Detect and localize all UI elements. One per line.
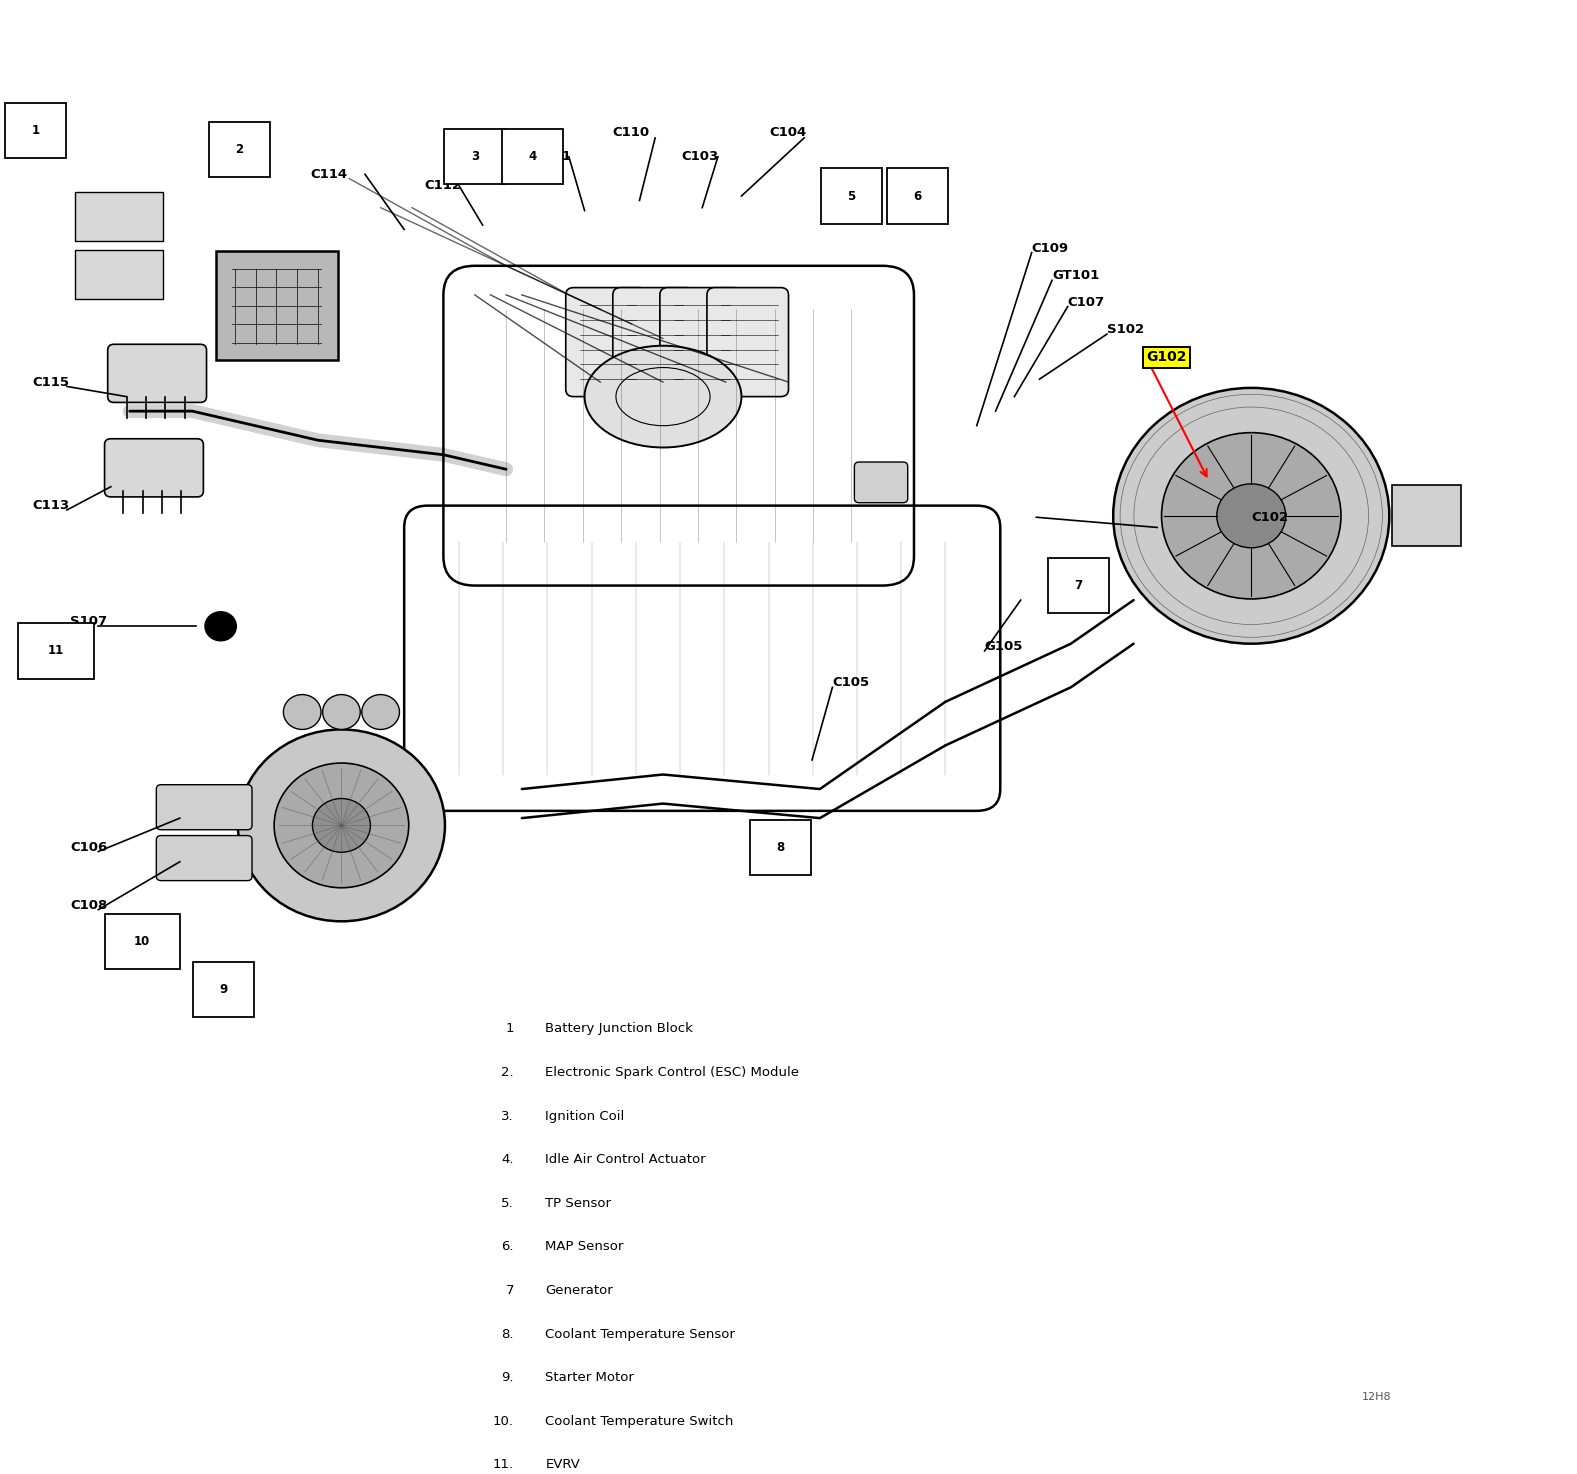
Text: 4.: 4. <box>501 1153 514 1166</box>
Text: C109: C109 <box>1031 242 1069 255</box>
Text: Electronic Spark Control (ESC) Module: Electronic Spark Control (ESC) Module <box>546 1066 800 1079</box>
Text: 7: 7 <box>506 1284 514 1297</box>
FancyBboxPatch shape <box>5 103 66 158</box>
Text: C105: C105 <box>833 677 869 690</box>
Text: 10: 10 <box>134 935 150 948</box>
Text: 2: 2 <box>235 143 243 156</box>
FancyBboxPatch shape <box>1392 485 1462 547</box>
Text: C107: C107 <box>1068 296 1105 308</box>
FancyBboxPatch shape <box>706 287 788 397</box>
Text: 9: 9 <box>219 983 229 996</box>
FancyBboxPatch shape <box>104 914 180 970</box>
FancyBboxPatch shape <box>156 836 252 880</box>
FancyBboxPatch shape <box>855 461 908 503</box>
FancyBboxPatch shape <box>74 249 162 299</box>
FancyBboxPatch shape <box>19 624 93 678</box>
Text: Starter Motor: Starter Motor <box>546 1371 634 1384</box>
FancyBboxPatch shape <box>208 122 270 177</box>
Text: 6.: 6. <box>501 1241 514 1253</box>
Text: EVRV: EVRV <box>546 1458 580 1471</box>
Text: C108: C108 <box>69 899 107 912</box>
FancyBboxPatch shape <box>751 820 811 874</box>
Text: 11: 11 <box>47 644 65 657</box>
Text: 4: 4 <box>528 150 536 164</box>
FancyBboxPatch shape <box>820 168 882 224</box>
FancyBboxPatch shape <box>1049 559 1109 613</box>
Text: C111: C111 <box>535 150 571 164</box>
Text: C102: C102 <box>1251 511 1288 523</box>
Text: 11.: 11. <box>494 1458 514 1471</box>
Text: 12H8: 12H8 <box>1363 1391 1391 1402</box>
Text: 3.: 3. <box>501 1110 514 1123</box>
Text: Idle Air Control Actuator: Idle Air Control Actuator <box>546 1153 706 1166</box>
Text: C115: C115 <box>33 376 69 389</box>
Text: C104: C104 <box>770 125 807 139</box>
Text: 2.: 2. <box>501 1066 514 1079</box>
Text: 10.: 10. <box>494 1415 514 1428</box>
Text: G102: G102 <box>1146 351 1186 364</box>
Circle shape <box>361 694 399 730</box>
FancyBboxPatch shape <box>613 287 694 397</box>
Text: Battery Junction Block: Battery Junction Block <box>546 1023 694 1035</box>
Text: Generator: Generator <box>546 1284 613 1297</box>
FancyBboxPatch shape <box>445 130 505 184</box>
Text: 3: 3 <box>470 150 479 164</box>
Ellipse shape <box>585 346 741 448</box>
Text: C114: C114 <box>311 168 347 181</box>
FancyBboxPatch shape <box>104 439 203 497</box>
Circle shape <box>205 612 237 641</box>
Text: 1: 1 <box>32 124 39 137</box>
Circle shape <box>274 764 408 887</box>
Text: C113: C113 <box>33 500 69 511</box>
Text: 7: 7 <box>1074 579 1083 593</box>
Text: 6: 6 <box>913 190 921 202</box>
Text: S102: S102 <box>1107 323 1143 336</box>
FancyBboxPatch shape <box>216 251 339 360</box>
Text: 9.: 9. <box>501 1371 514 1384</box>
Text: C106: C106 <box>69 840 107 853</box>
Text: Coolant Temperature Switch: Coolant Temperature Switch <box>546 1415 733 1428</box>
Circle shape <box>323 694 360 730</box>
FancyBboxPatch shape <box>107 345 207 402</box>
Text: GT101: GT101 <box>1052 270 1099 283</box>
Text: G105: G105 <box>984 640 1023 653</box>
FancyBboxPatch shape <box>194 963 254 1017</box>
Circle shape <box>1162 433 1340 598</box>
FancyBboxPatch shape <box>886 168 948 224</box>
Circle shape <box>312 799 371 852</box>
Text: Ignition Coil: Ignition Coil <box>546 1110 624 1123</box>
Circle shape <box>1113 388 1389 644</box>
FancyBboxPatch shape <box>566 287 647 397</box>
Text: 5.: 5. <box>501 1197 514 1210</box>
Text: C103: C103 <box>681 150 719 164</box>
Text: C112: C112 <box>424 180 462 192</box>
Text: 1: 1 <box>506 1023 514 1035</box>
Text: C110: C110 <box>613 125 650 139</box>
Text: 8: 8 <box>776 840 785 853</box>
Text: TP Sensor: TP Sensor <box>546 1197 612 1210</box>
FancyBboxPatch shape <box>659 287 741 397</box>
Text: MAP Sensor: MAP Sensor <box>546 1241 624 1253</box>
Circle shape <box>1217 483 1285 548</box>
Text: 5: 5 <box>847 190 855 202</box>
FancyBboxPatch shape <box>501 130 563 184</box>
Text: S107: S107 <box>69 616 107 628</box>
Circle shape <box>238 730 445 921</box>
Text: Coolant Temperature Sensor: Coolant Temperature Sensor <box>546 1328 735 1341</box>
Text: 8.: 8. <box>501 1328 514 1341</box>
FancyBboxPatch shape <box>74 192 162 242</box>
FancyBboxPatch shape <box>156 784 252 830</box>
Circle shape <box>284 694 322 730</box>
